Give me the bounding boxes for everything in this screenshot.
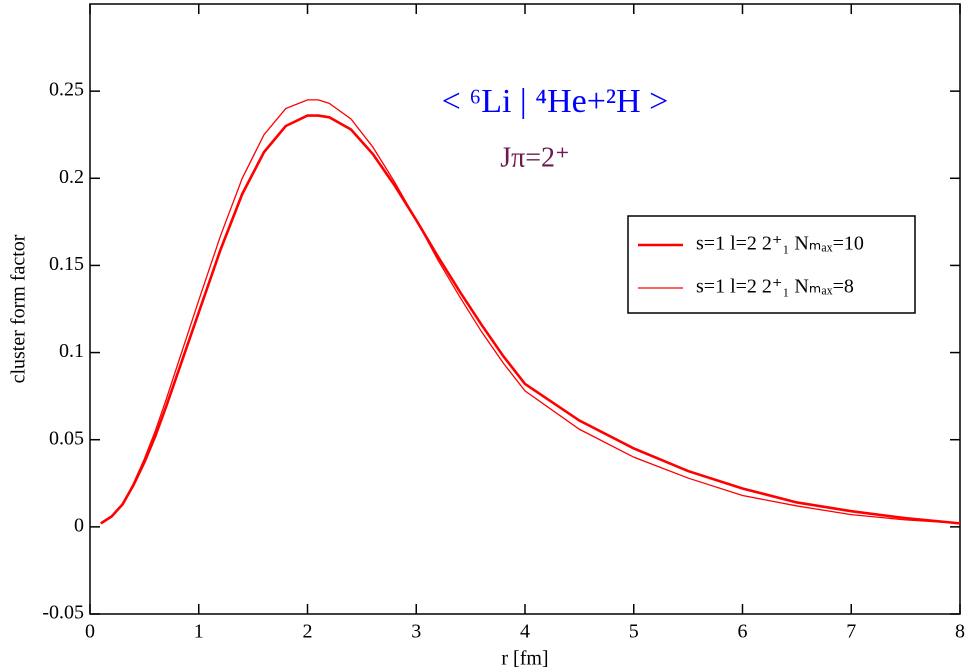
x-tick-label: 6 [738,621,748,643]
y-tick-label: -0.05 [42,602,84,624]
x-tick-label: 0 [85,621,95,643]
x-tick-label: 7 [846,621,856,643]
x-tick-label: 5 [629,621,639,643]
y-tick-label: 0.1 [59,340,84,362]
x-tick-label: 1 [194,621,204,643]
data-line [100,114,961,525]
y-axis-label: cluster form factor [8,234,30,383]
chart-subtitle: Jπ=2⁺ [500,142,570,173]
legend-label: s=1 l=2 2⁺₁ Nₘₐₓ=10 [696,233,864,255]
x-tick-label: 8 [955,621,965,643]
y-tick-label: 0 [74,514,84,536]
x-axis-label: r [fm] [501,648,548,670]
y-tick-label: 0.15 [49,253,84,275]
legend-label: s=1 l=2 2⁺₁ Nₘₐₓ=8 [696,276,854,298]
legend-box [627,215,916,314]
y-tick-label: 0.25 [49,79,84,101]
x-tick-label: 2 [303,621,313,643]
chart-title: < ⁶Li | ⁴He+²H > [442,83,669,120]
y-tick-label: 0.05 [49,427,84,449]
x-tick-label: 4 [520,621,530,643]
y-tick-label: 0.2 [59,166,84,188]
plot-frame [89,3,961,615]
x-tick-label: 3 [411,621,421,643]
data-line [100,99,961,525]
